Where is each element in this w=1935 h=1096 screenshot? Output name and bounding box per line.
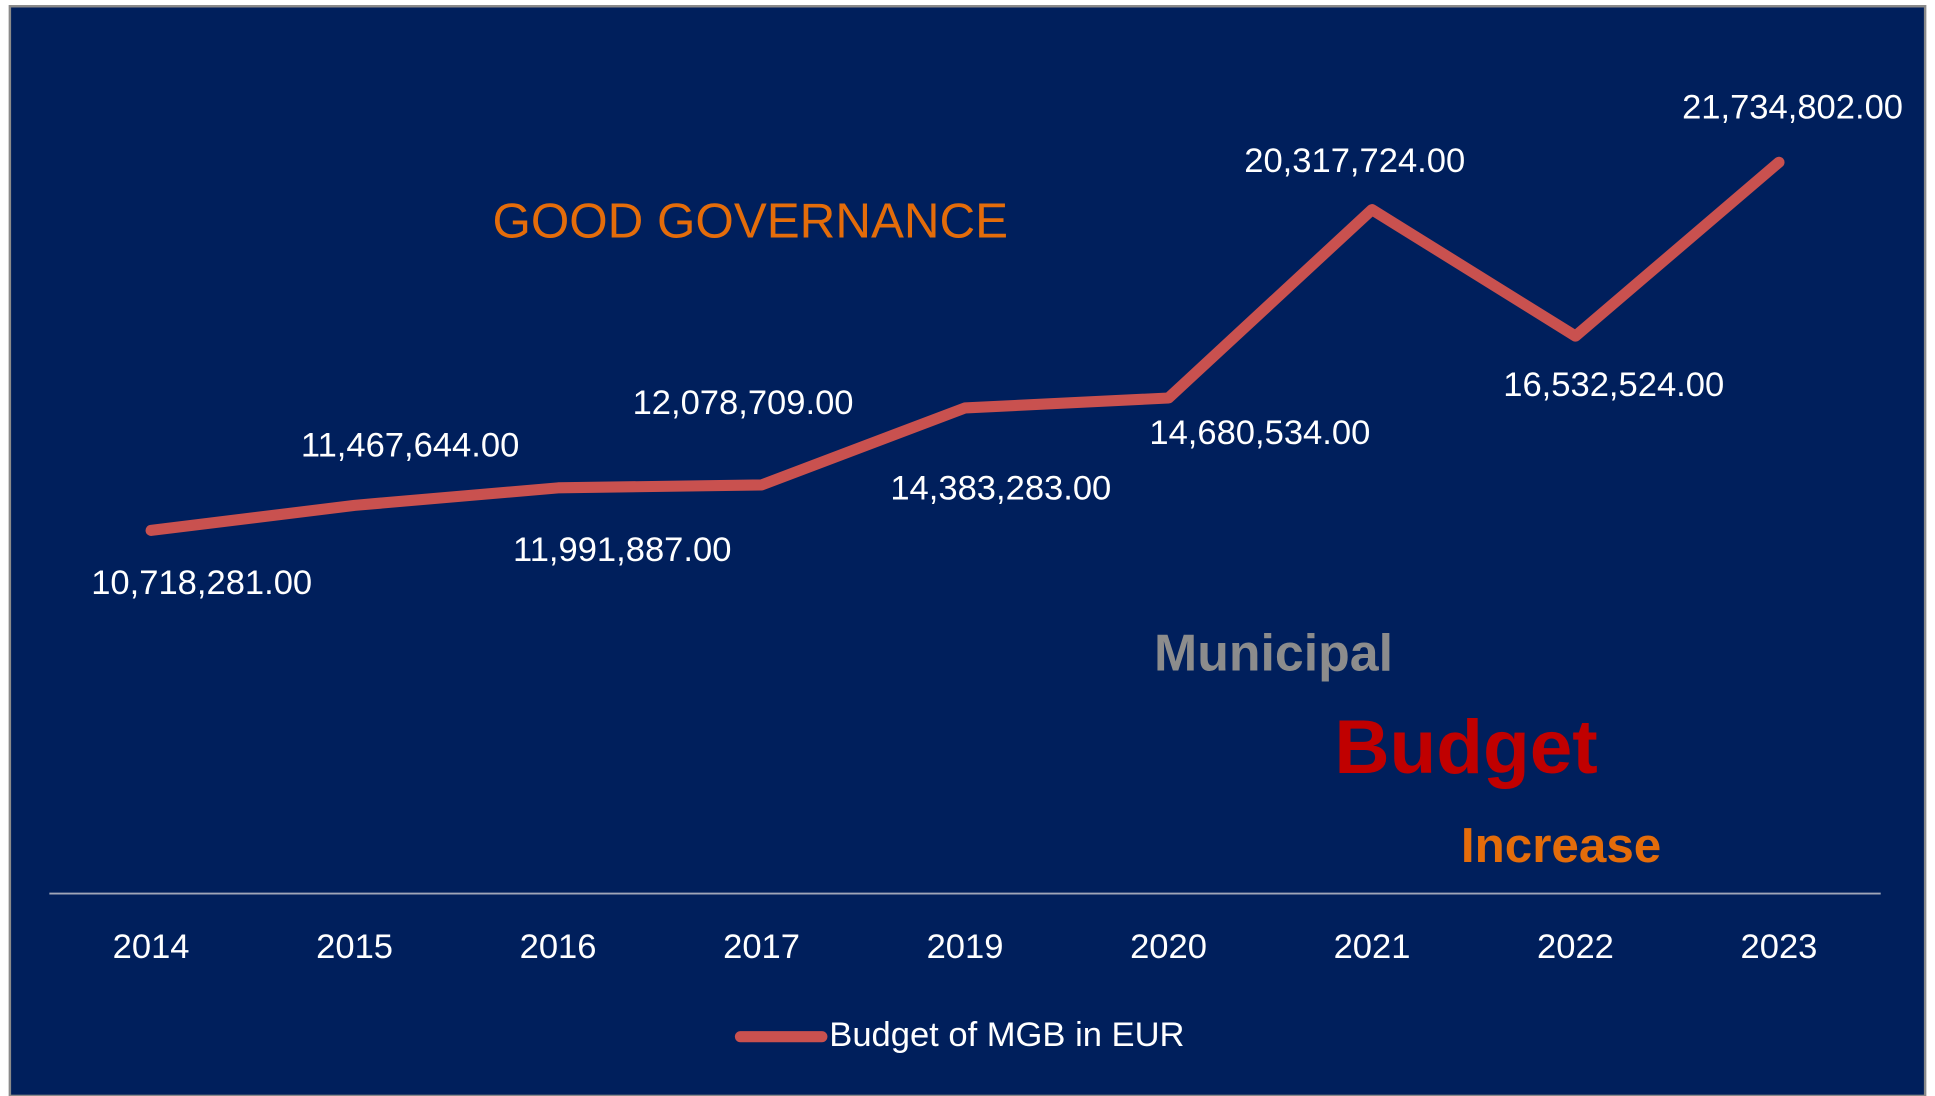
annotation: Budget xyxy=(1334,705,1597,790)
x-tick-label: 2022 xyxy=(1537,928,1614,966)
x-tick-label: 2015 xyxy=(316,928,393,966)
data-label: 10,718,281.00 xyxy=(91,564,312,602)
data-label: 16,532,524.00 xyxy=(1503,366,1724,404)
data-label: 11,991,887.00 xyxy=(513,531,731,569)
data-label: 14,680,534.00 xyxy=(1149,414,1370,452)
chart-background xyxy=(8,5,1927,1096)
annotation: Increase xyxy=(1461,818,1661,873)
x-tick-label: 2017 xyxy=(723,928,800,966)
x-tick-label: 2014 xyxy=(113,928,190,966)
x-tick-label: 2020 xyxy=(1130,928,1207,966)
legend-label: Budget of MGB in EUR xyxy=(829,1016,1184,1054)
data-label: 12,078,709.00 xyxy=(633,384,854,422)
data-label: 11,467,644.00 xyxy=(301,426,519,464)
data-label: 20,317,724.00 xyxy=(1244,142,1465,180)
x-tick-label: 2019 xyxy=(927,928,1004,966)
line xyxy=(145,156,1785,536)
x-tick-label: 2021 xyxy=(1334,928,1411,966)
data-label: 14,383,283.00 xyxy=(890,470,1111,508)
x-tick-label: 2016 xyxy=(520,928,597,966)
annotation: GOOD GOVERNANCE xyxy=(493,194,1009,249)
annotation: Municipal xyxy=(1154,623,1393,681)
x-tick-label: 2023 xyxy=(1741,928,1818,966)
data-label: 21,734,802.00 xyxy=(1682,88,1903,126)
